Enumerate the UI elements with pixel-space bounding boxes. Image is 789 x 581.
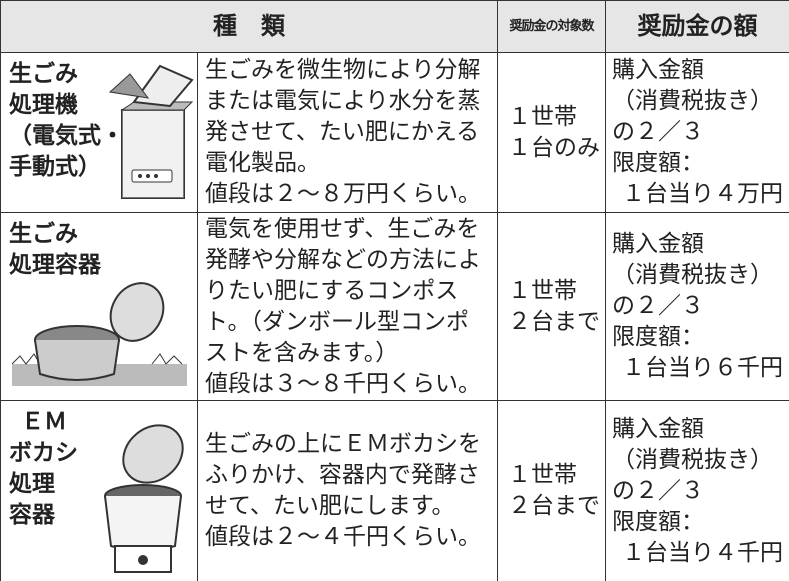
header-label: 奨励金の額 <box>637 12 758 40</box>
amount-line: の２／３ <box>612 477 704 504</box>
table-cell: 種 類 <box>0 0 498 53</box>
amount-line: （消費税抜き） <box>612 262 773 288</box>
item-name: 生ごみ <box>9 221 78 247</box>
table-cell: 電気を使用せず、生ごみを 発酵や分解などの方法によ りたい肥にするコンポス ト。（ダン… <box>197 212 498 401</box>
item-name: 処理容器 <box>9 252 101 278</box>
description-line: 電化製品。 <box>205 150 320 176</box>
count-line: １台のみ <box>508 134 600 161</box>
description-line: 生ごみを微生物により分解 <box>205 57 481 83</box>
item-name: 容器 <box>9 502 55 528</box>
description-line: 発酵や分解などの方法によ <box>205 246 481 273</box>
description-line: 値段は２～４千円くらい。 <box>205 524 481 550</box>
count-line: ２台まで <box>508 308 600 335</box>
description-line: 発させて、たい肥にかえる <box>205 119 480 145</box>
item-name: 処理 <box>9 471 55 497</box>
count-line: １世帯 <box>508 277 577 304</box>
amount-line: １台当り４万円 <box>622 181 783 207</box>
amount-line: 購入金額 <box>612 231 704 257</box>
item-name: ボカシ <box>9 440 78 466</box>
amount-line: の２／３ <box>612 293 704 319</box>
table-cell: 奨励金の対象数 <box>497 0 606 53</box>
amount-line: 購入金額 <box>612 57 704 83</box>
description-line: ト。（ダンボール型コンポ <box>205 308 470 335</box>
container-illustration <box>12 282 187 386</box>
header-label: 奨励金の対象数 <box>509 19 594 34</box>
table-cell: 生ごみを微生物により分解 または電気により水分を蒸 発させて、たい肥にかえる 電化製品… <box>197 52 498 213</box>
description-line: 値段は３～８千円くらい。 <box>205 370 481 397</box>
amount-line: １台当り６千円 <box>622 355 783 381</box>
table-cell: 購入金額 （消費税抜き） の２／３ 限度額： １台当り６千円 <box>605 212 789 401</box>
amount-line: １台当り４千円 <box>622 539 783 566</box>
bokashi-illustration <box>104 424 184 573</box>
count-line: ２台まで <box>508 493 600 519</box>
table-cell: ＥＭ ボカシ処理容器 <box>0 400 198 581</box>
item-name: 処理機 <box>9 92 78 118</box>
amount-line: 限度額： <box>612 150 704 176</box>
table-cell: 購入金額 （消費税抜き） の２／３ 限度額： １台当り４万円 <box>605 52 789 213</box>
amount-line: （消費税抜き） <box>612 88 773 114</box>
table-cell: 生ごみ処理機 （電気式・手動式） <box>0 52 198 213</box>
amount-line: （消費税抜き） <box>612 446 773 473</box>
item-name: 生ごみ <box>9 61 78 87</box>
item-name: ＥＭ <box>21 409 67 435</box>
description-line: 電気を使用せず、生ごみを <box>205 215 480 242</box>
amount-line: 購入金額 <box>612 415 704 442</box>
amount-line: 限度額： <box>612 508 704 535</box>
header-label: 種 類 <box>213 12 285 40</box>
table-cell: １世帯 １台のみ <box>497 52 606 213</box>
description-line: 生ごみの上にＥＭボカシを <box>205 431 481 457</box>
description-line: ふりかけ、容器内で発酵さ <box>205 462 480 488</box>
item-name: （電気式・ <box>9 123 124 149</box>
table-cell: 購入金額 （消費税抜き） の２／３ 限度額： １台当り４千円 <box>605 400 789 581</box>
description-line: せて、たい肥にします。 <box>205 493 455 519</box>
amount-line: 限度額： <box>612 324 704 350</box>
amount-line: の２／３ <box>612 119 704 145</box>
count-line: １世帯 <box>508 462 577 488</box>
description-line: りたい肥にするコンポス <box>205 277 459 304</box>
description-line: ストを含みます。） <box>205 339 399 366</box>
item-name: 手動式） <box>9 154 101 180</box>
machine-illustration <box>108 64 194 199</box>
description-line: または電気により水分を蒸 <box>205 88 481 114</box>
count-line: １世帯 <box>508 103 577 130</box>
table-cell: １世帯 ２台まで <box>497 400 606 581</box>
table-cell: 生ごみの上にＥＭボカシを ふりかけ、容器内で発酵さ せて、たい肥にします。 値段は２～… <box>197 400 498 581</box>
description-line: 値段は２～８万円くらい。 <box>205 181 481 207</box>
table-cell: １世帯 ２台まで <box>497 212 606 401</box>
table-cell: 奨励金の額 <box>605 0 789 53</box>
